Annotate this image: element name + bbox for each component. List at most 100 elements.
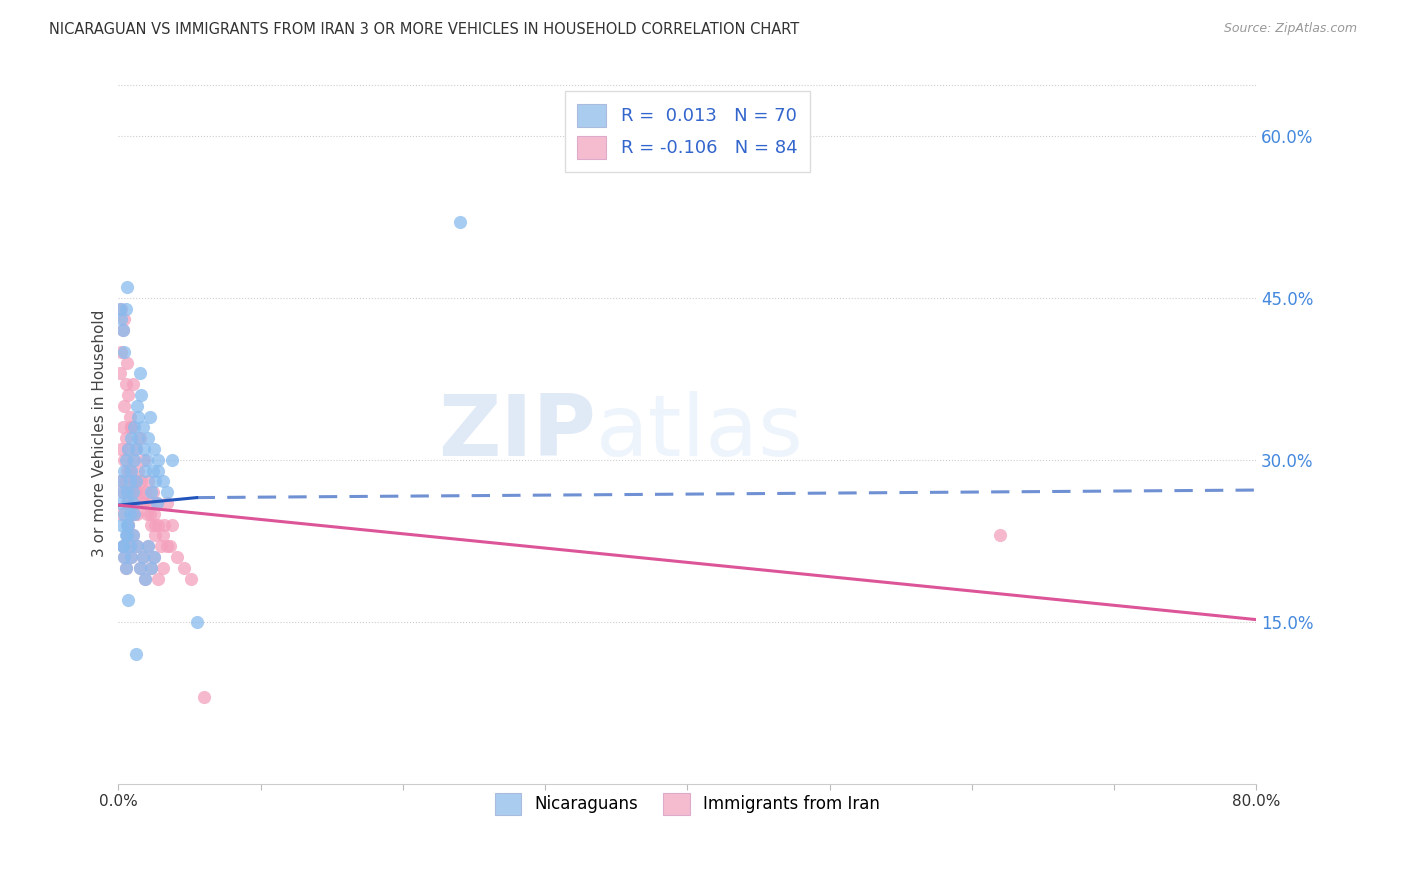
Point [127,409,149,424]
Point [122,507,145,521]
Point [148,464,170,478]
Point [112,344,135,359]
Point [148,572,170,586]
Point [115,280,138,294]
Point [129,475,152,489]
Point [159,539,181,553]
Point [115,356,138,370]
Point [156,485,179,500]
Point [148,452,170,467]
Point [125,507,148,521]
Point [118,485,141,500]
Point [118,507,141,521]
Point [120,549,142,564]
Point [115,517,138,532]
Point [115,485,138,500]
Point [122,420,145,434]
Point [117,442,139,456]
Point [148,517,170,532]
Point [112,312,135,326]
Point [118,539,141,553]
Point [110,442,132,456]
Point [117,442,139,456]
Point [120,420,142,434]
Point [128,485,150,500]
Point [135,507,157,521]
Point [111,323,134,337]
Point [143,549,166,564]
Point [124,475,146,489]
Point [121,452,143,467]
Point [152,561,174,575]
Point [131,549,153,564]
Point [166,549,188,564]
Point [111,539,134,553]
Point [114,528,136,542]
Point [156,539,179,553]
Point [142,485,165,500]
Point [117,593,139,607]
Point [127,464,149,478]
Point [134,572,156,586]
Point [132,452,155,467]
Point [124,647,146,661]
Point [127,431,149,445]
Point [186,615,208,629]
Point [193,690,215,705]
Point [143,549,166,564]
Point [110,301,132,316]
Point [128,561,150,575]
Point [118,409,141,424]
Point [132,442,155,456]
Point [114,431,136,445]
Point [121,496,143,510]
Point [138,409,160,424]
Point [111,539,134,553]
Point [124,485,146,500]
Point [134,572,156,586]
Point [121,377,143,392]
Point [111,485,134,500]
Point [141,517,163,532]
Point [114,475,136,489]
Point [120,464,142,478]
Point [152,528,174,542]
Point [121,528,143,542]
Point [125,399,148,413]
Point [131,549,153,564]
Point [111,420,134,434]
Point [138,496,160,510]
Point [110,475,132,489]
Point [142,464,165,478]
Point [162,452,184,467]
Text: NICARAGUAN VS IMMIGRANTS FROM IRAN 3 OR MORE VEHICLES IN HOUSEHOLD CORRELATION C: NICARAGUAN VS IMMIGRANTS FROM IRAN 3 OR … [49,22,800,37]
Point [146,496,169,510]
Point [141,561,163,575]
Point [117,517,139,532]
Point [129,388,152,402]
Point [108,496,131,510]
Point [122,452,145,467]
Point [136,539,159,553]
Point [143,442,166,456]
Point [146,496,169,510]
Point [112,452,135,467]
Point [117,517,139,532]
Point [131,496,153,510]
Point [122,507,145,521]
Legend: Nicaraguans, Immigrants from Iran: Nicaraguans, Immigrants from Iran [485,783,890,824]
Point [111,485,134,500]
Point [150,539,173,553]
Point [125,539,148,553]
Point [124,442,146,456]
Point [153,517,176,532]
Point [120,431,142,445]
Point [112,549,135,564]
Point [112,464,135,478]
Point [117,496,139,510]
Point [141,561,163,575]
Point [121,485,143,500]
Point [988,528,1011,542]
Point [108,301,131,316]
Point [136,539,159,553]
